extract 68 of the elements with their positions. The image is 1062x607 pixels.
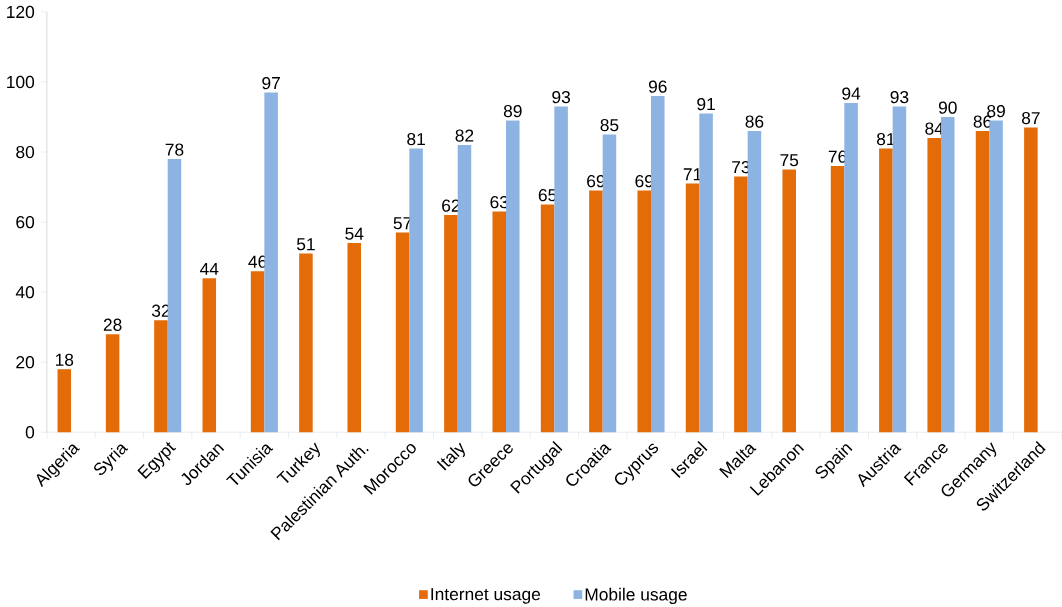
bar: [57, 369, 72, 433]
data-label: 75: [780, 154, 799, 167]
bar: [699, 113, 713, 433]
bar: [395, 232, 410, 433]
data-label: 89: [503, 104, 522, 118]
bar: [637, 190, 651, 433]
bar: [989, 120, 1003, 433]
data-label: 85: [600, 118, 619, 132]
y-tick-label: 40: [15, 285, 35, 299]
bar: [830, 165, 845, 433]
bar: [202, 278, 217, 433]
legend-label: Internet usage: [431, 588, 541, 604]
data-label: 18: [55, 353, 74, 366]
bar: [554, 106, 568, 433]
bar: [409, 148, 423, 433]
bar: [105, 334, 120, 433]
bar: [927, 137, 941, 433]
data-label: 28: [103, 318, 122, 331]
y-tick-label: 0: [25, 426, 35, 439]
bar: [940, 116, 955, 433]
bar: [747, 130, 762, 433]
bar: [250, 271, 265, 433]
data-label: 87: [1021, 111, 1040, 125]
y-tick-label: 80: [16, 145, 35, 159]
legend-label: Mobile usage: [585, 587, 687, 604]
bar: [154, 320, 168, 433]
bar: [299, 253, 313, 433]
bar: [879, 148, 893, 433]
bar: [1024, 127, 1038, 433]
bar: [651, 95, 665, 433]
data-label: 44: [200, 262, 219, 275]
bar: [844, 102, 858, 433]
bar: [506, 120, 520, 433]
bar: [782, 169, 796, 433]
bar: [264, 92, 278, 433]
x-tick-label: Italy: [436, 442, 465, 471]
bar: [685, 183, 700, 433]
data-label: 51: [296, 238, 315, 251]
y-tick-label: 60: [16, 215, 35, 229]
data-label: 78: [165, 143, 184, 156]
data-label: 71: [683, 168, 702, 181]
data-label: 81: [407, 132, 425, 146]
data-label: 94: [842, 87, 861, 100]
bar: [167, 158, 182, 433]
data-label: 97: [262, 76, 280, 90]
bar: [589, 190, 603, 433]
bar: [734, 176, 748, 433]
bar: [975, 130, 990, 433]
data-label: 96: [648, 80, 667, 93]
y-tick-label: 120: [7, 5, 35, 19]
data-label: 57: [393, 217, 412, 230]
data-label: 82: [455, 129, 474, 142]
bar: [444, 215, 458, 433]
data-label: 86: [745, 115, 764, 128]
bar: [347, 243, 362, 433]
data-label: 81: [876, 132, 895, 146]
bar: [892, 106, 907, 433]
data-label: 54: [345, 227, 364, 240]
bar: [540, 204, 555, 433]
bar: [602, 134, 617, 433]
data-label: 91: [697, 97, 715, 111]
bar: [492, 211, 507, 433]
y-tick-label: 20: [16, 355, 35, 369]
data-label: 93: [890, 90, 909, 104]
bar: [457, 144, 472, 433]
data-label: 93: [552, 90, 570, 104]
y-tick-label: 100: [7, 75, 35, 89]
data-label: 90: [938, 101, 957, 114]
